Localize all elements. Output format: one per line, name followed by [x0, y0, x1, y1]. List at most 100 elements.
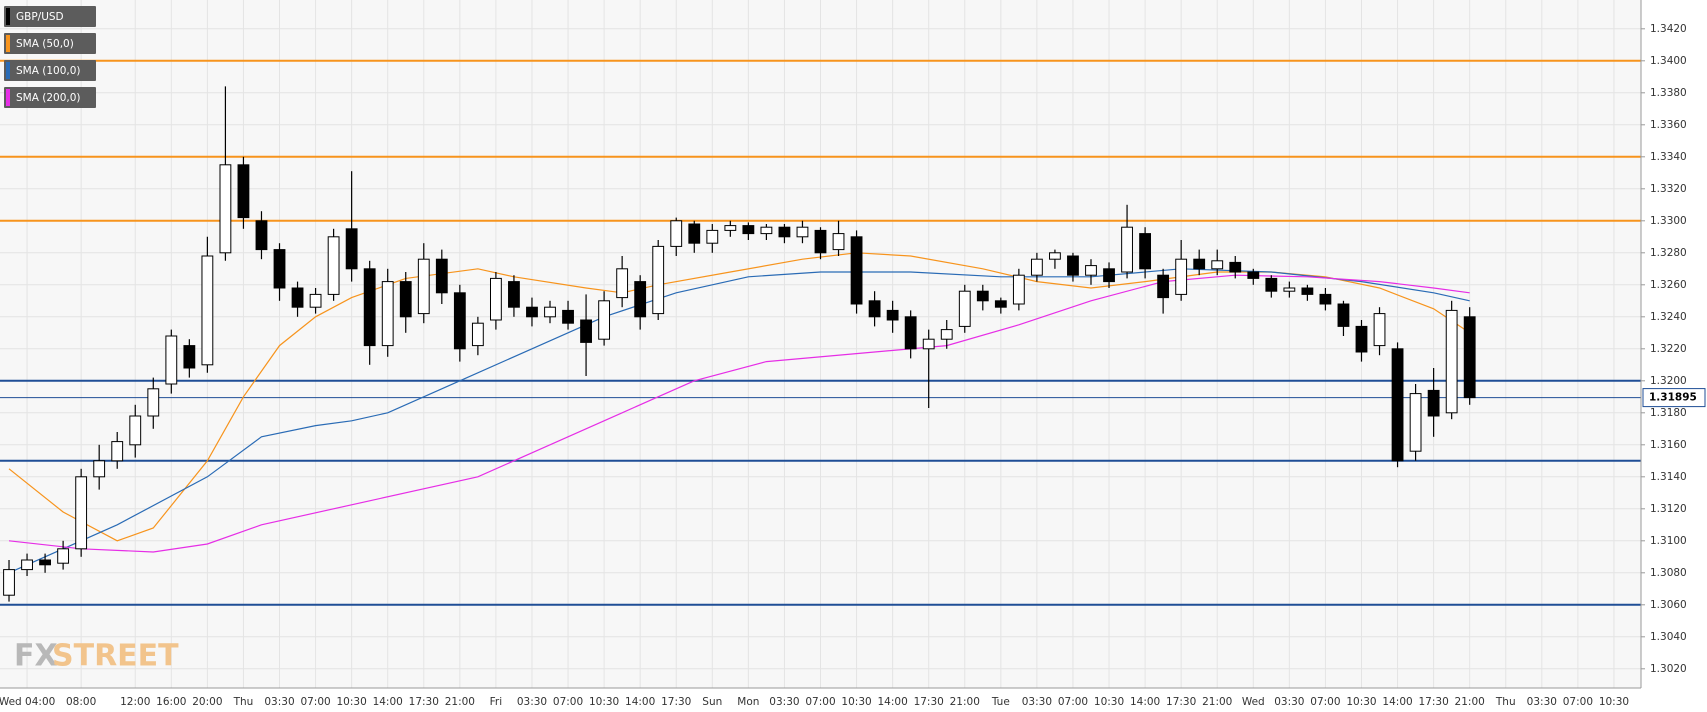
candle-body [1103, 268, 1115, 283]
x-tick-label: 03:30 [769, 696, 799, 708]
candle-body [111, 441, 124, 462]
candle-body [796, 226, 809, 238]
y-tick-label: 1.3300 [1650, 215, 1687, 227]
candle-body [616, 268, 629, 299]
candle-body [850, 236, 863, 305]
candle-body [922, 338, 935, 350]
candle-body [1337, 303, 1350, 327]
candle-body [958, 290, 971, 327]
candle-body [526, 306, 538, 318]
y-tick-label: 1.3420 [1650, 23, 1687, 35]
candle-body [1121, 226, 1133, 273]
x-tick-label: Wed [1242, 696, 1265, 708]
candle-body [129, 415, 142, 446]
x-tick-label: 14:00 [373, 696, 403, 708]
y-tick-label: 1.3360 [1650, 119, 1687, 131]
legend-label: SMA (50,0) [16, 38, 74, 50]
candle-body [21, 559, 33, 571]
x-tick-label: 10:30 [1599, 696, 1629, 708]
candle-body [598, 300, 611, 340]
candle-body [1193, 258, 1206, 270]
candle-body [453, 292, 466, 350]
candle-body [1283, 287, 1296, 292]
candle-body [562, 309, 574, 324]
watermark-fx: FX [14, 639, 58, 674]
x-tick-label: 21:00 [1202, 696, 1232, 708]
candles [3, 86, 1476, 602]
candle-body [1012, 274, 1025, 305]
x-tick-label: 08:00 [66, 696, 96, 708]
legend-box [4, 60, 96, 81]
candle-body [399, 281, 412, 318]
sma-line [8, 268, 1470, 574]
x-tick-label: Fri [490, 696, 503, 708]
y-tick-label: 1.3060 [1650, 599, 1687, 611]
candle-body [363, 268, 376, 347]
x-tick-label: 14:00 [877, 696, 907, 708]
legend-box [4, 87, 96, 108]
candle-body [381, 281, 394, 347]
candle-body [994, 300, 1007, 308]
y-tick-label: 1.3200 [1650, 375, 1687, 387]
x-tick-label: 16:00 [156, 696, 186, 708]
candle-body [778, 226, 791, 238]
y-tick-label: 1.3400 [1650, 55, 1687, 67]
candle-body [580, 319, 592, 343]
candle-body [1211, 260, 1224, 270]
x-tick-label: 07:00 [1058, 696, 1088, 708]
legend-label: SMA (200,0) [16, 92, 81, 104]
legend-swatch [6, 62, 10, 79]
candle-body [183, 345, 196, 369]
candle-body [814, 229, 827, 254]
candle-body [1445, 309, 1458, 414]
x-tick-label: Mon [737, 696, 759, 708]
candle-body [165, 335, 178, 385]
x-tick-label: 07:00 [553, 696, 583, 708]
legend-box [4, 6, 96, 27]
x-tick-label: 07:00 [1310, 696, 1340, 708]
x-tick-label: 03:30 [1022, 696, 1052, 708]
x-tick-label: 12:00 [120, 696, 150, 708]
x-tick-label: 03:30 [264, 696, 294, 708]
candle-body [309, 293, 322, 308]
candle-body [417, 258, 430, 315]
candle-body [1427, 389, 1440, 417]
candle-body [670, 220, 683, 247]
candle-body [39, 559, 51, 566]
candle-body [57, 548, 70, 564]
x-tick-label: 03:30 [517, 696, 547, 708]
levels [0, 59, 1641, 606]
candle-body [255, 220, 268, 251]
last-price-box [1642, 388, 1706, 408]
y-tick-label: 1.3380 [1650, 87, 1687, 99]
x-tick-label: 03:30 [1527, 696, 1557, 708]
y-tick-label: 1.3260 [1650, 279, 1687, 291]
last-price-label: 1.31895 [1649, 392, 1697, 404]
y-tick-label: 1.3240 [1650, 311, 1687, 323]
x-tick-label: Tue [991, 696, 1010, 708]
x-tick-label: 21:00 [950, 696, 980, 708]
candle-body [508, 281, 520, 308]
y-tick-label: 1.3160 [1650, 439, 1687, 451]
candle-body [327, 236, 340, 295]
x-tick-label: 10:30 [1346, 696, 1376, 708]
candle-body [976, 290, 989, 302]
x-tick-label: 03:30 [1274, 696, 1304, 708]
y-tick-label: 1.3080 [1650, 567, 1687, 579]
legend-label: SMA (100,0) [16, 65, 81, 77]
x-tick-label: 21:00 [445, 696, 475, 708]
x-tick-label: 21:00 [1455, 696, 1485, 708]
candle-body [1319, 293, 1332, 305]
x-tick-label: 10:30 [337, 696, 367, 708]
legend-swatch [6, 35, 10, 52]
candle-body [1301, 287, 1314, 295]
x-tick-label: 10:30 [589, 696, 619, 708]
candle-body [544, 306, 556, 318]
legend-box [4, 33, 96, 54]
candle-body [1139, 233, 1152, 270]
candle-body [3, 569, 15, 596]
sma-line [8, 274, 1470, 553]
candle-body [1085, 265, 1097, 276]
